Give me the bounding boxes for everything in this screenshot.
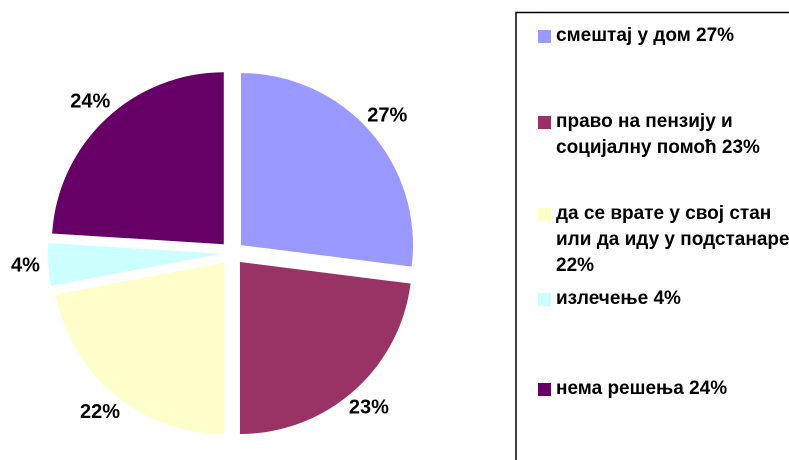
legend-item: да се врате у свој стан или да иду у под… [538,201,789,279]
legend-label: излечење 4% [556,288,681,309]
legend-swatch [538,293,551,306]
legend-swatch [538,30,551,43]
pie-slice [48,242,221,286]
pie-slice [241,73,414,267]
data-label: 22% [80,401,120,423]
legend-label: да се врате у свој стан или да иду у под… [556,203,789,276]
legend-item: смештај у дом 27% [538,23,789,49]
data-label: 24% [70,90,110,112]
data-label: 27% [367,104,407,126]
legend-border [515,11,789,460]
legend-item: излечење 4% [538,286,789,312]
legend-label: право на пензију и социјалну помоћ 23% [556,111,760,158]
legend-label: нема решења 24% [556,378,728,399]
pie-slice [52,72,224,245]
legend-swatch [538,208,551,221]
legend: смештај у дом 27% право на пензију и соци… [516,13,789,460]
legend-item: нема решења 24% [538,376,789,402]
legend-item: право на пензију и социјалну помоћ 23% [538,109,789,161]
legend-swatch [538,383,551,396]
data-label: 23% [349,397,389,419]
pie-slice [239,262,411,435]
pie-slice [55,262,225,435]
legend-label: смештај у дом 27% [556,25,735,46]
data-label: 4% [11,254,40,276]
legend-swatch [538,116,551,129]
